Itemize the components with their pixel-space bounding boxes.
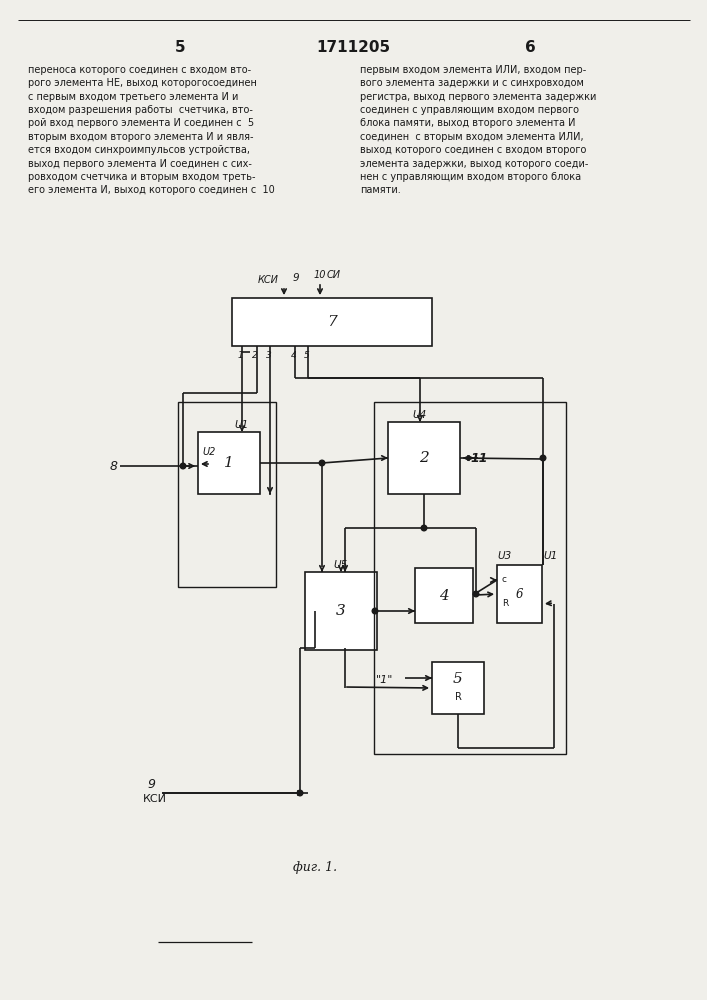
Text: 6: 6 bbox=[515, 587, 523, 600]
Text: 11: 11 bbox=[470, 452, 488, 464]
Bar bbox=[305, 572, 377, 650]
Text: 2: 2 bbox=[419, 451, 429, 465]
Circle shape bbox=[297, 790, 303, 796]
Bar bbox=[232, 298, 432, 346]
Text: КСИ: КСИ bbox=[143, 794, 167, 804]
Text: U4: U4 bbox=[413, 410, 427, 420]
Bar bbox=[497, 565, 542, 623]
Circle shape bbox=[473, 591, 479, 597]
Circle shape bbox=[180, 463, 186, 469]
Bar bbox=[432, 662, 484, 714]
Text: СИ: СИ bbox=[327, 270, 341, 280]
Text: 3: 3 bbox=[266, 351, 271, 360]
Text: 6: 6 bbox=[525, 39, 535, 54]
Text: КСИ: КСИ bbox=[258, 275, 279, 285]
Text: 10: 10 bbox=[314, 270, 327, 280]
Text: U3: U3 bbox=[497, 551, 511, 561]
Bar bbox=[374, 402, 566, 754]
Text: переноса которого соединен с входом вто-
рого элемента НЕ, выход которогосоедине: переноса которого соединен с входом вто-… bbox=[28, 65, 275, 195]
Text: U5: U5 bbox=[334, 560, 348, 570]
Text: 5: 5 bbox=[175, 39, 185, 54]
Text: 5: 5 bbox=[304, 351, 310, 360]
Bar bbox=[388, 422, 460, 494]
Text: 1: 1 bbox=[224, 456, 234, 470]
Text: R: R bbox=[455, 692, 462, 702]
Text: c: c bbox=[502, 576, 507, 584]
Bar bbox=[178, 402, 276, 587]
Bar bbox=[415, 568, 473, 623]
Circle shape bbox=[319, 460, 325, 466]
Text: 9: 9 bbox=[293, 273, 300, 283]
Text: 5: 5 bbox=[453, 672, 463, 686]
Text: R: R bbox=[502, 598, 508, 607]
Text: 8: 8 bbox=[110, 460, 118, 473]
Circle shape bbox=[372, 608, 378, 614]
Text: 9: 9 bbox=[147, 778, 155, 790]
Text: 2: 2 bbox=[252, 351, 258, 360]
Text: 3: 3 bbox=[336, 604, 346, 618]
Text: 7: 7 bbox=[327, 315, 337, 329]
Text: U1: U1 bbox=[543, 551, 557, 561]
Text: первым входом элемента ИЛИ, входом пер-
вого элемента задержки и с синхровходом
: первым входом элемента ИЛИ, входом пер- … bbox=[360, 65, 597, 195]
Text: 1: 1 bbox=[238, 351, 244, 360]
Text: фиг. 1.: фиг. 1. bbox=[293, 861, 337, 874]
Circle shape bbox=[540, 455, 546, 461]
Text: 1711205: 1711205 bbox=[316, 39, 390, 54]
Text: 4: 4 bbox=[291, 351, 297, 360]
Circle shape bbox=[421, 525, 427, 531]
Text: U1: U1 bbox=[235, 420, 249, 430]
Text: 4: 4 bbox=[439, 588, 449, 602]
Bar bbox=[198, 432, 260, 494]
Text: "1": "1" bbox=[376, 675, 394, 685]
Text: U2: U2 bbox=[202, 447, 216, 457]
